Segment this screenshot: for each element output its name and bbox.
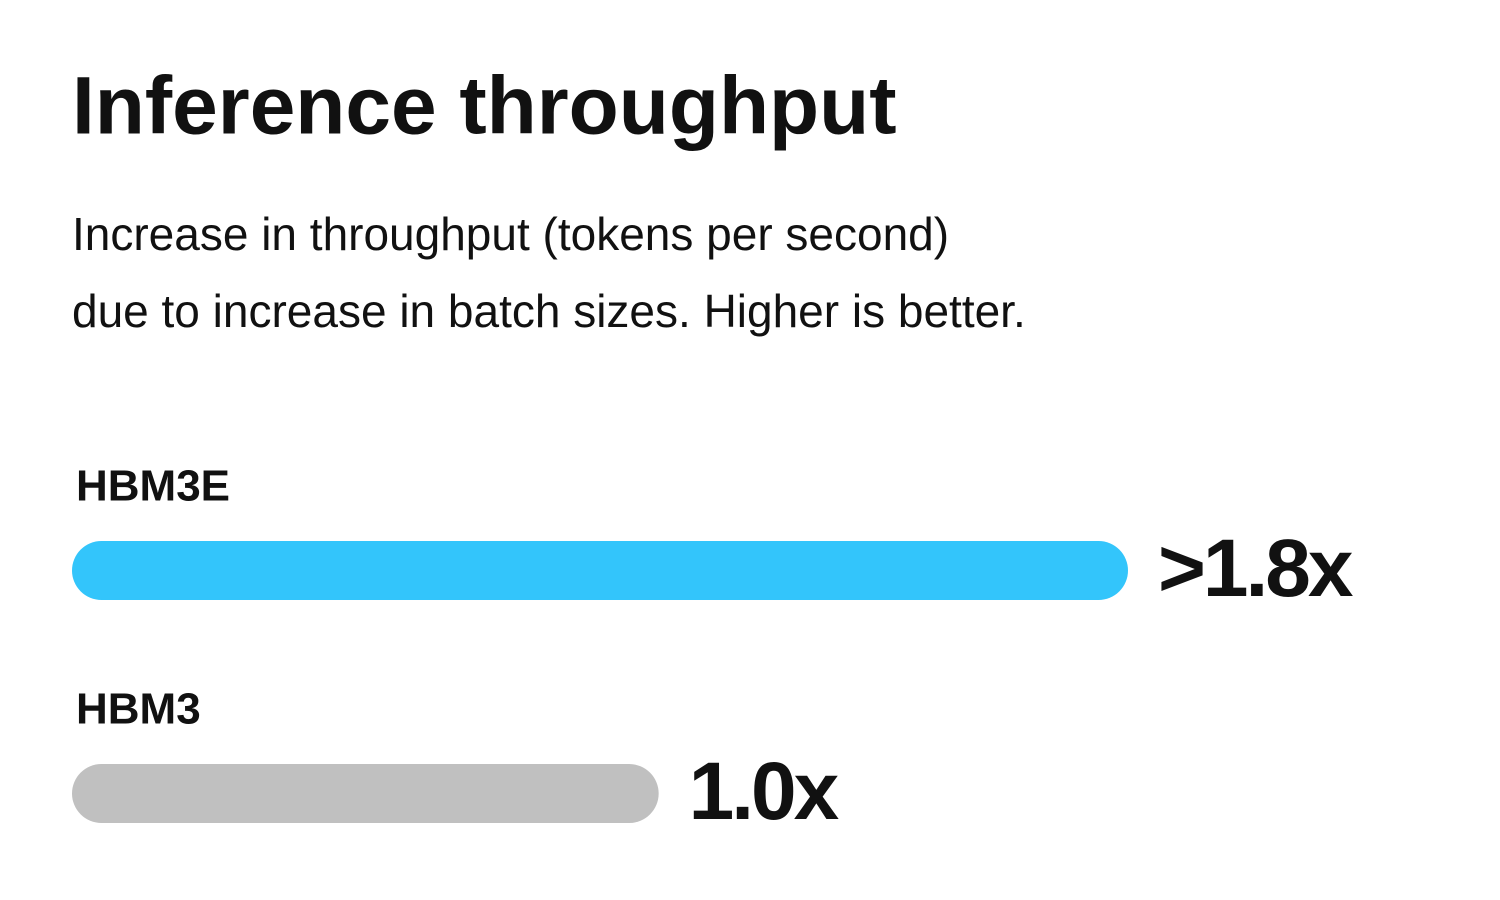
- bar: [72, 541, 1128, 600]
- category-label: HBM3E: [76, 462, 230, 511]
- value-label: 1.0x: [689, 746, 839, 837]
- subtitle-line: due to increase in batch sizes. Higher i…: [72, 285, 1026, 337]
- category-label: HBM3: [76, 685, 201, 734]
- bar: [72, 764, 659, 823]
- value-label: >1.8x: [1158, 523, 1353, 614]
- chart-title: Inference throughput: [72, 61, 897, 152]
- subtitle-line: Increase in throughput (tokens per secon…: [72, 208, 949, 260]
